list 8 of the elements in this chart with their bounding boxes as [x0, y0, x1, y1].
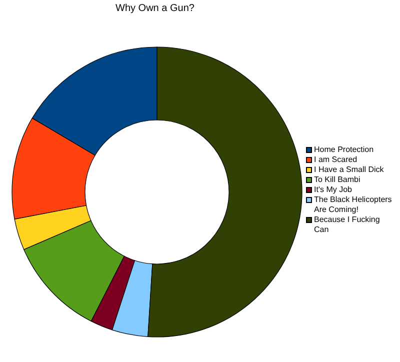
legend-label: I am Scared [314, 155, 358, 165]
legend-label: The Black Helicopters Are Coming! [314, 195, 393, 215]
legend-label: It's My Job [314, 185, 352, 195]
legend-label: Because I Fucking Can [314, 215, 381, 235]
legend-label: Home Protection [314, 145, 374, 155]
chart-title: Why Own a Gun? [114, 3, 196, 14]
legend-label: I Have a Small Dick [314, 165, 384, 175]
legend-label: To Kill Bambi [314, 175, 360, 185]
